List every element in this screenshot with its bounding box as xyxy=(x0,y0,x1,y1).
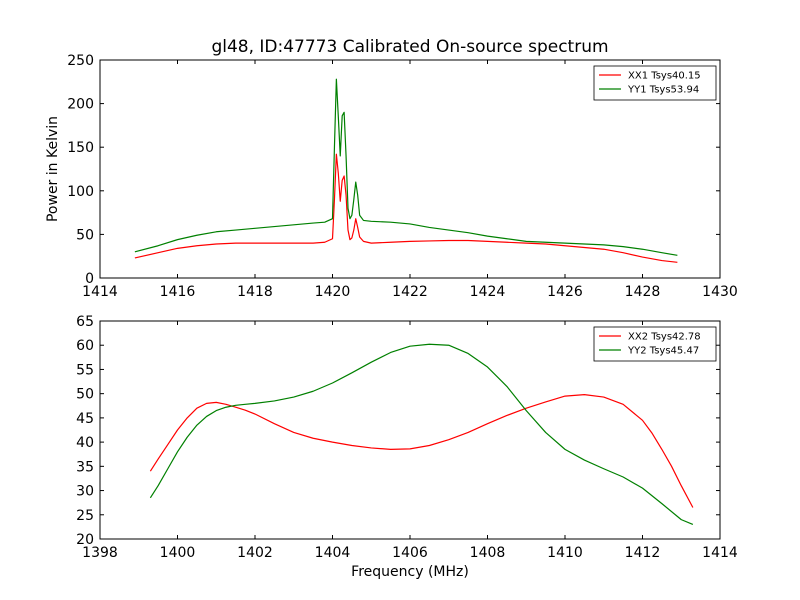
legend-label-2-2: YY2 Tsys45.47 xyxy=(627,346,699,357)
legend-label-1-2: YY1 Tsys53.94 xyxy=(627,85,699,96)
x-axis-label-2: Frequency (MHz) xyxy=(351,564,469,580)
y-tick-label-2: 40 xyxy=(76,435,94,451)
x-tick-label-2: 1410 xyxy=(547,545,583,561)
plots: 1414 1416 1418 1420 1422 1424 1426 1428 14300501… xyxy=(45,53,738,580)
figure-title: gl48, ID:47773 Calibrated On-source spec… xyxy=(211,37,608,57)
y-tick-label-2: 50 xyxy=(76,387,94,403)
series-line-1-1 xyxy=(134,153,678,263)
x-tick-label-2: 1400 xyxy=(160,545,196,561)
x-tick-label-2: 1412 xyxy=(625,545,661,561)
x-tick-label-1: 1414 xyxy=(82,284,118,300)
series-line-2-2 xyxy=(149,343,694,526)
x-tick-label-1: 1430 xyxy=(702,284,738,300)
x-tick-label-2: 1404 xyxy=(315,545,351,561)
legend-label-2-1: XX2 Tsys42.78 xyxy=(628,332,701,343)
y-tick-label-1: 50 xyxy=(76,227,94,243)
x-tick-label-1: 1424 xyxy=(470,284,506,300)
legend-1: XX1 Tsys40.15 YY1 Tsys53.94 xyxy=(593,65,717,101)
legend-box-1 xyxy=(593,65,717,101)
x-tick-label-2: 1414 xyxy=(702,545,738,561)
y-tick-label-2: 45 xyxy=(76,411,94,427)
y-tick-label-1: 0 xyxy=(85,271,94,287)
x-tick-label-1: 1426 xyxy=(547,284,583,300)
legend-label-1-1: XX1 Tsys40.15 xyxy=(628,71,701,82)
y-tick-label-1: 150 xyxy=(67,140,94,156)
legend-box-2 xyxy=(593,326,717,362)
plot-1: 1414 1416 1418 1420 1422 1424 1426 1428 1430 0 50 1… xyxy=(45,53,738,300)
x-tick-label-1: 1422 xyxy=(392,284,428,300)
y-tick-label-2: 30 xyxy=(76,484,94,500)
x-tick-label-2: 1406 xyxy=(392,545,428,561)
series-line-1-2 xyxy=(134,78,678,256)
legend-2: XX2 Tsys42.78 YY2 Tsys45.47 xyxy=(593,326,717,362)
x-tick-label-1: 1428 xyxy=(625,284,661,300)
y-tick-label-1: 250 xyxy=(67,53,94,69)
y-tick-label-2: 35 xyxy=(76,459,94,475)
x-tick-label-1: 1416 xyxy=(160,284,196,300)
y-tick-label-2: 60 xyxy=(76,338,94,354)
x-tick-label-2: 1398 xyxy=(82,545,118,561)
y-tick-label-2: 65 xyxy=(76,314,94,330)
y-tick-label-2: 20 xyxy=(76,532,94,548)
x-tick-label-2: 1402 xyxy=(237,545,273,561)
x-tick-label-1: 1418 xyxy=(237,284,273,300)
y-tick-label-2: 25 xyxy=(76,508,94,524)
y-axis-label-1: Power in Kelvin xyxy=(45,116,61,222)
y-tick-label-1: 100 xyxy=(67,184,94,200)
y-tick-label-2: 55 xyxy=(76,362,94,378)
series-line-2-1 xyxy=(149,394,694,508)
plot-2: 1398 1400 1402 1404 1406 1408 1410 1412 1414 20 25… xyxy=(76,314,738,580)
x-tick-label-2: 1408 xyxy=(470,545,506,561)
y-tick-label-1: 200 xyxy=(67,97,94,113)
x-tick-label-1: 1420 xyxy=(315,284,351,300)
